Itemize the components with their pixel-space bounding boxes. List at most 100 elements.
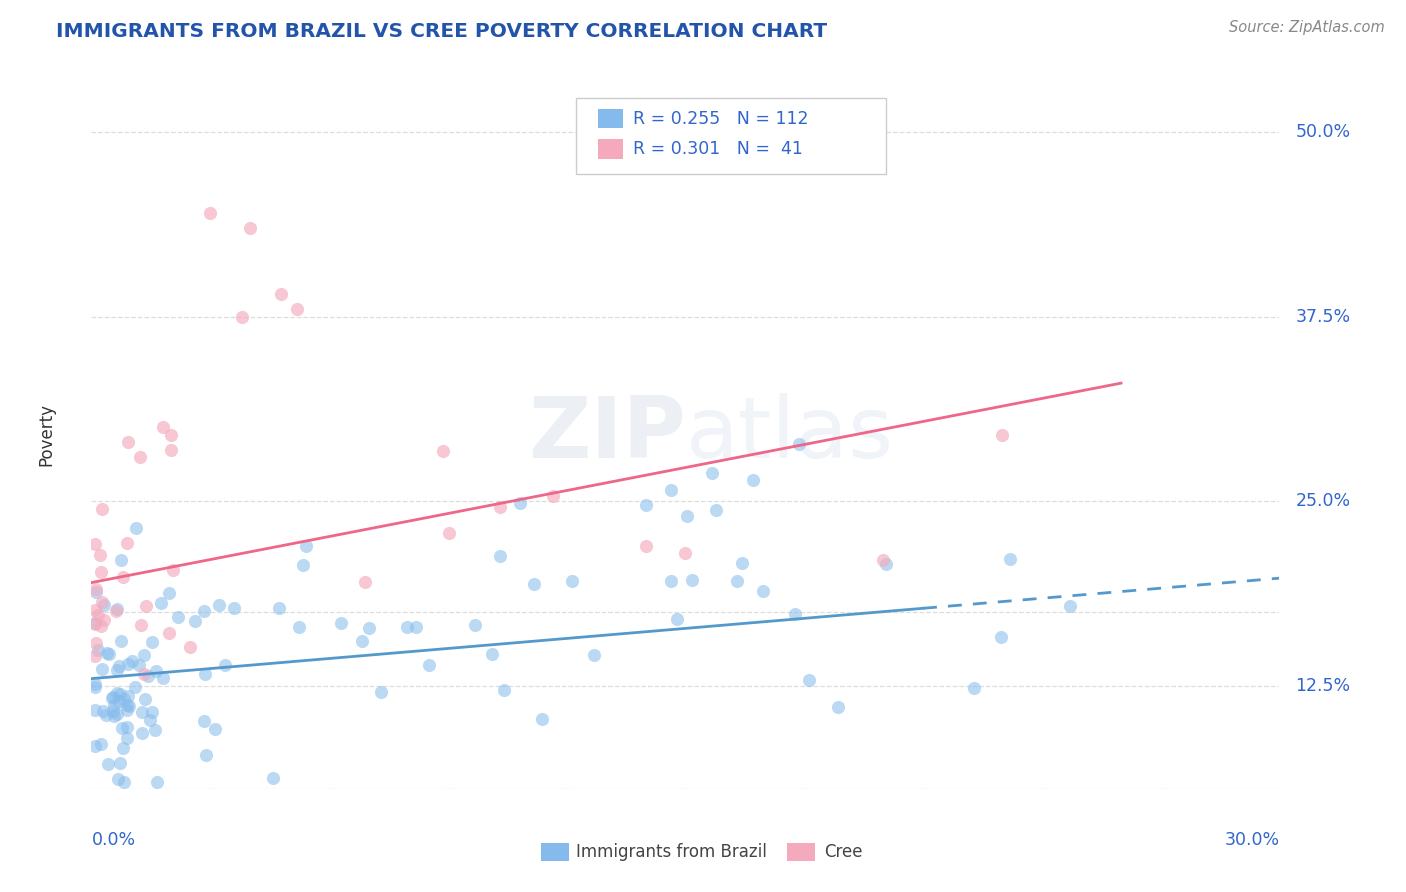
Point [292, 558, 315, 572]
Text: Cree: Cree [824, 843, 862, 861]
Point [98, 647, 121, 661]
Point [84, 615, 107, 630]
Point [167, 609, 190, 624]
Text: 37.5%: 37.5% [1295, 308, 1350, 326]
Point [91, 594, 114, 608]
Point [111, 721, 134, 735]
Point [115, 720, 138, 734]
Point [827, 700, 849, 714]
Point [96, 756, 118, 771]
Point [214, 658, 236, 673]
Point [561, 574, 583, 589]
Point [108, 687, 131, 701]
Point [84, 582, 107, 596]
Point [193, 714, 215, 729]
Point [146, 775, 169, 789]
Point [700, 467, 723, 481]
Point [991, 428, 1014, 442]
Point [665, 612, 688, 626]
Point [136, 668, 159, 682]
Point [111, 570, 134, 584]
Point [998, 551, 1021, 566]
Point [145, 665, 167, 679]
Point [84, 585, 107, 599]
Point [135, 599, 157, 614]
Point [107, 663, 129, 677]
Point [143, 723, 166, 737]
Point [200, 206, 222, 220]
Point [141, 635, 163, 649]
Point [231, 310, 253, 324]
Point [160, 442, 183, 457]
Point [101, 690, 124, 705]
Text: R = 0.301   N =  41: R = 0.301 N = 41 [633, 140, 803, 158]
Point [90, 565, 112, 579]
Point [104, 604, 127, 618]
Point [752, 583, 775, 598]
Point [704, 503, 727, 517]
Point [157, 625, 180, 640]
Point [659, 574, 682, 588]
Point [90, 738, 112, 752]
Point [87, 643, 110, 657]
Point [115, 536, 138, 550]
Point [731, 556, 754, 570]
Point [659, 483, 682, 498]
Text: 25.0%: 25.0% [1295, 492, 1350, 510]
Point [134, 692, 156, 706]
Point [117, 689, 139, 703]
Point [96, 647, 118, 661]
Point [787, 437, 810, 451]
Point [285, 302, 308, 317]
Point [152, 672, 174, 686]
Point [464, 618, 486, 632]
Text: atlas: atlas [685, 393, 893, 476]
Point [84, 703, 107, 717]
Point [193, 604, 215, 618]
Point [523, 577, 546, 591]
Point [84, 537, 107, 551]
Point [350, 633, 373, 648]
Point [204, 722, 226, 736]
Point [742, 473, 765, 487]
Point [128, 450, 150, 464]
Point [370, 685, 392, 699]
Point [530, 712, 553, 726]
Point [990, 630, 1012, 644]
Point [110, 633, 132, 648]
Point [160, 428, 183, 442]
Point [107, 772, 129, 786]
Point [157, 586, 180, 600]
Text: 30.0%: 30.0% [1225, 830, 1279, 849]
Point [543, 489, 565, 503]
Point [405, 620, 427, 634]
Point [112, 741, 135, 756]
Point [396, 620, 419, 634]
Point [139, 714, 162, 728]
Point [115, 703, 138, 717]
Point [118, 698, 141, 713]
Point [112, 775, 135, 789]
Point [84, 739, 107, 753]
Point [131, 706, 153, 720]
Text: 0.0%: 0.0% [91, 830, 135, 849]
Point [194, 748, 217, 763]
Point [121, 654, 143, 668]
Point [194, 666, 217, 681]
Point [91, 662, 114, 676]
Point [439, 526, 461, 541]
Point [509, 495, 531, 509]
Text: IMMIGRANTS FROM BRAZIL VS CREE POVERTY CORRELATION CHART: IMMIGRANTS FROM BRAZIL VS CREE POVERTY C… [56, 22, 827, 41]
Point [239, 221, 262, 235]
Point [141, 705, 163, 719]
Point [162, 563, 184, 577]
Point [89, 548, 111, 562]
Point [797, 673, 820, 687]
Point [785, 607, 807, 621]
Point [681, 573, 703, 587]
Point [108, 756, 131, 771]
Point [673, 546, 696, 560]
Point [117, 657, 139, 671]
Text: R = 0.255   N = 112: R = 0.255 N = 112 [633, 110, 808, 128]
Point [295, 539, 318, 553]
